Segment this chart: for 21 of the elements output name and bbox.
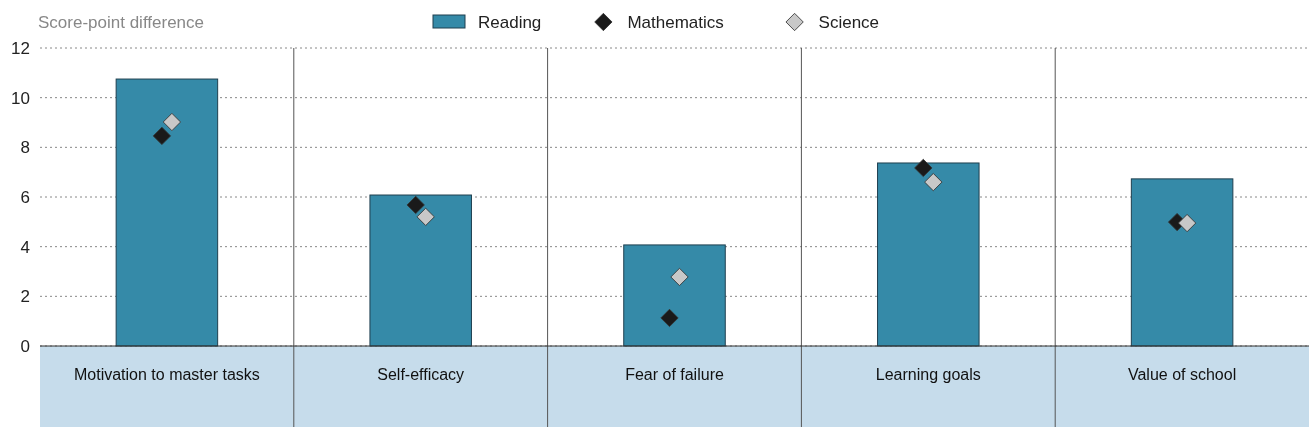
y-axis-title: Score-point difference — [38, 13, 205, 32]
y-tick-label: 6 — [20, 187, 30, 207]
y-tick-label: 12 — [11, 38, 30, 58]
bar — [369, 194, 472, 347]
bar — [877, 162, 980, 347]
bar — [623, 244, 726, 347]
y-tick-label: 4 — [20, 237, 30, 257]
legend-label: Reading — [478, 12, 542, 32]
legend-label: Mathematics — [627, 12, 724, 32]
x-tick-label: Motivation to master tasks — [73, 366, 260, 383]
y-tick-label: 10 — [11, 88, 30, 108]
bar — [115, 78, 219, 347]
x-tick-label: Learning goals — [875, 366, 981, 383]
y-tick-label: 0 — [20, 336, 30, 356]
x-tick-label: Self-efficacy — [377, 366, 465, 383]
x-tick-label: Fear of failure — [625, 366, 724, 383]
legend-label: Science — [818, 12, 880, 32]
y-tick-label: 8 — [20, 138, 30, 158]
bar — [1130, 178, 1234, 347]
y-tick-label: 2 — [20, 287, 30, 307]
x-tick-label: Value of school — [1127, 366, 1237, 383]
